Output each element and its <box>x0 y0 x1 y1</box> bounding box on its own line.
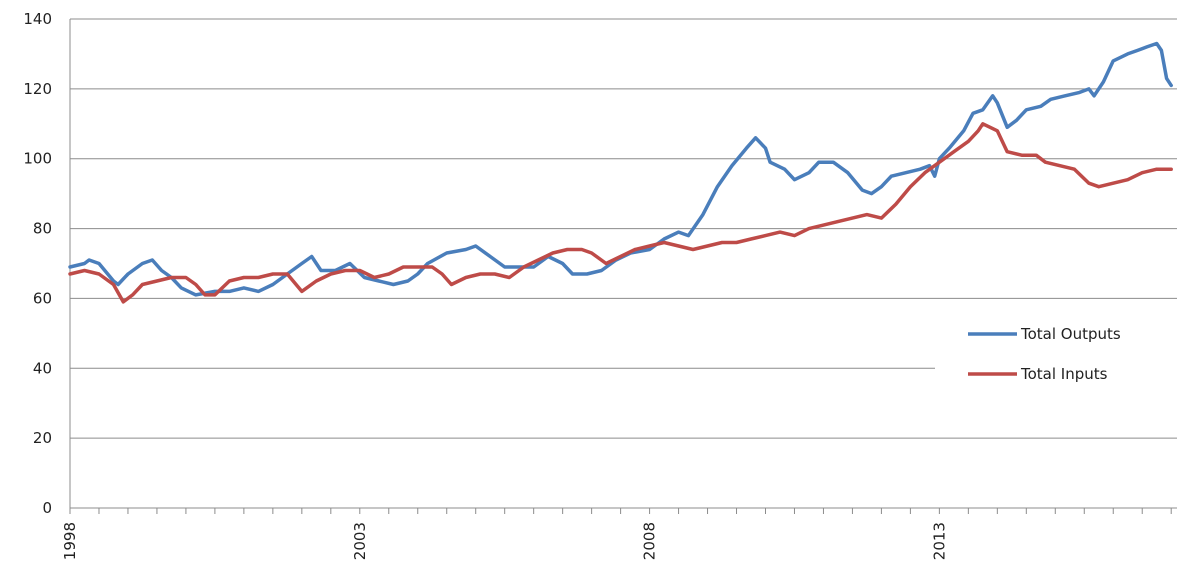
x-tick-label: 2003 <box>351 522 369 560</box>
legend-label: Total Inputs <box>1020 365 1108 383</box>
x-tick-label: 2008 <box>641 522 659 560</box>
series-line-total-inputs <box>68 122 1173 304</box>
y-tick-label: 80 <box>33 220 52 238</box>
x-tick-label: 1998 <box>61 522 79 560</box>
y-tick-label: 120 <box>23 80 52 98</box>
x-tick-label: 2013 <box>930 522 948 560</box>
series-line-total-outputs <box>68 41 1173 297</box>
y-tick-label: 140 <box>23 10 52 28</box>
y-tick-label: 100 <box>23 150 52 168</box>
y-tick-label: 40 <box>33 359 52 377</box>
y-tick-label: 0 <box>42 499 52 517</box>
y-tick-label: 20 <box>33 429 52 447</box>
axes: 0 20 40 60 80 100 120 140 1998 2003 2008 2013 <box>23 10 1177 560</box>
series-lines <box>68 41 1173 304</box>
legend: Total Outputs Total Inputs <box>968 325 1121 383</box>
gridlines <box>70 18 1177 439</box>
legend-label: Total Outputs <box>1020 325 1121 343</box>
y-tick-label: 60 <box>33 289 52 307</box>
